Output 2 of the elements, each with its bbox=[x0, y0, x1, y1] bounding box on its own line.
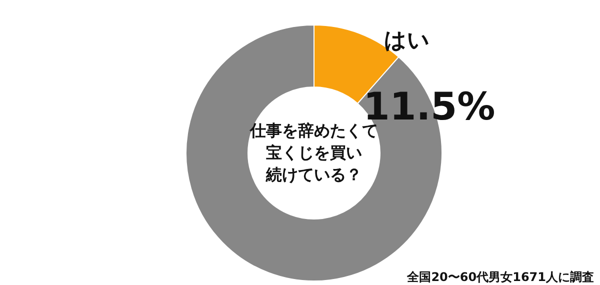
slice-label: はい bbox=[384, 28, 430, 54]
text: 全国20〜60代男女1671人に調査 bbox=[406, 270, 594, 284]
